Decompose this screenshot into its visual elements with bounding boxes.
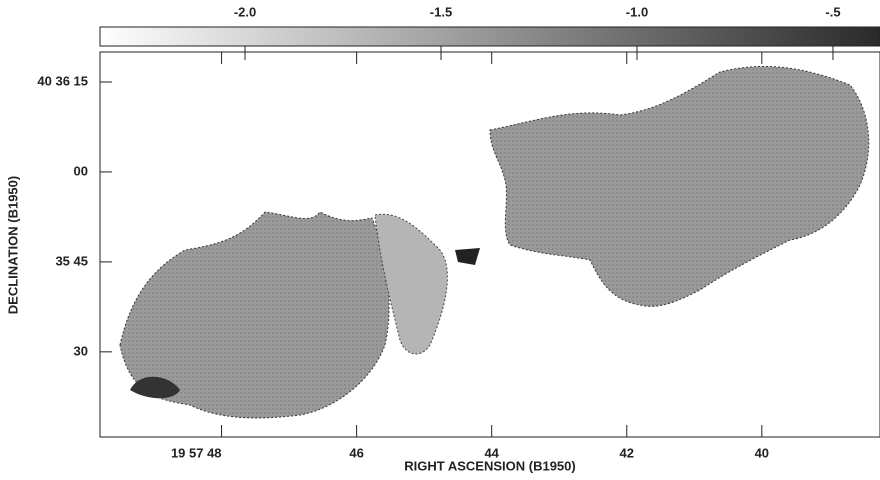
x-tick-label: 40 — [755, 445, 769, 460]
west-jet — [374, 213, 448, 355]
x-tick-label: 19 57 48 — [171, 445, 222, 460]
west-hotspot — [130, 376, 180, 399]
plot-frame — [99, 51, 880, 438]
y-tick-label: 30 — [74, 343, 88, 358]
colorbar — [99, 26, 880, 47]
colorbar-tick-label: -.5 — [825, 4, 840, 19]
colorbar-tick-label: -1.5 — [430, 4, 452, 19]
east-lobe — [489, 65, 870, 307]
y-tick-label: 00 — [74, 163, 88, 178]
x-tick-label: 42 — [620, 445, 634, 460]
radio-map — [119, 65, 870, 419]
y-tick-label: 40 36 15 — [37, 73, 88, 88]
y-axis-label: DECLINATION (B1950) — [5, 176, 20, 314]
x-tick-label: 44 — [484, 445, 499, 460]
x-tick-label: 46 — [349, 445, 363, 460]
colorbar-tick-label: -2.0 — [234, 4, 256, 19]
colorbar-tick-label: -1.0 — [626, 4, 648, 19]
y-tick-label: 35 45 — [55, 253, 88, 268]
core — [455, 248, 480, 265]
x-axis-label: RIGHT ASCENSION (B1950) — [404, 458, 575, 473]
